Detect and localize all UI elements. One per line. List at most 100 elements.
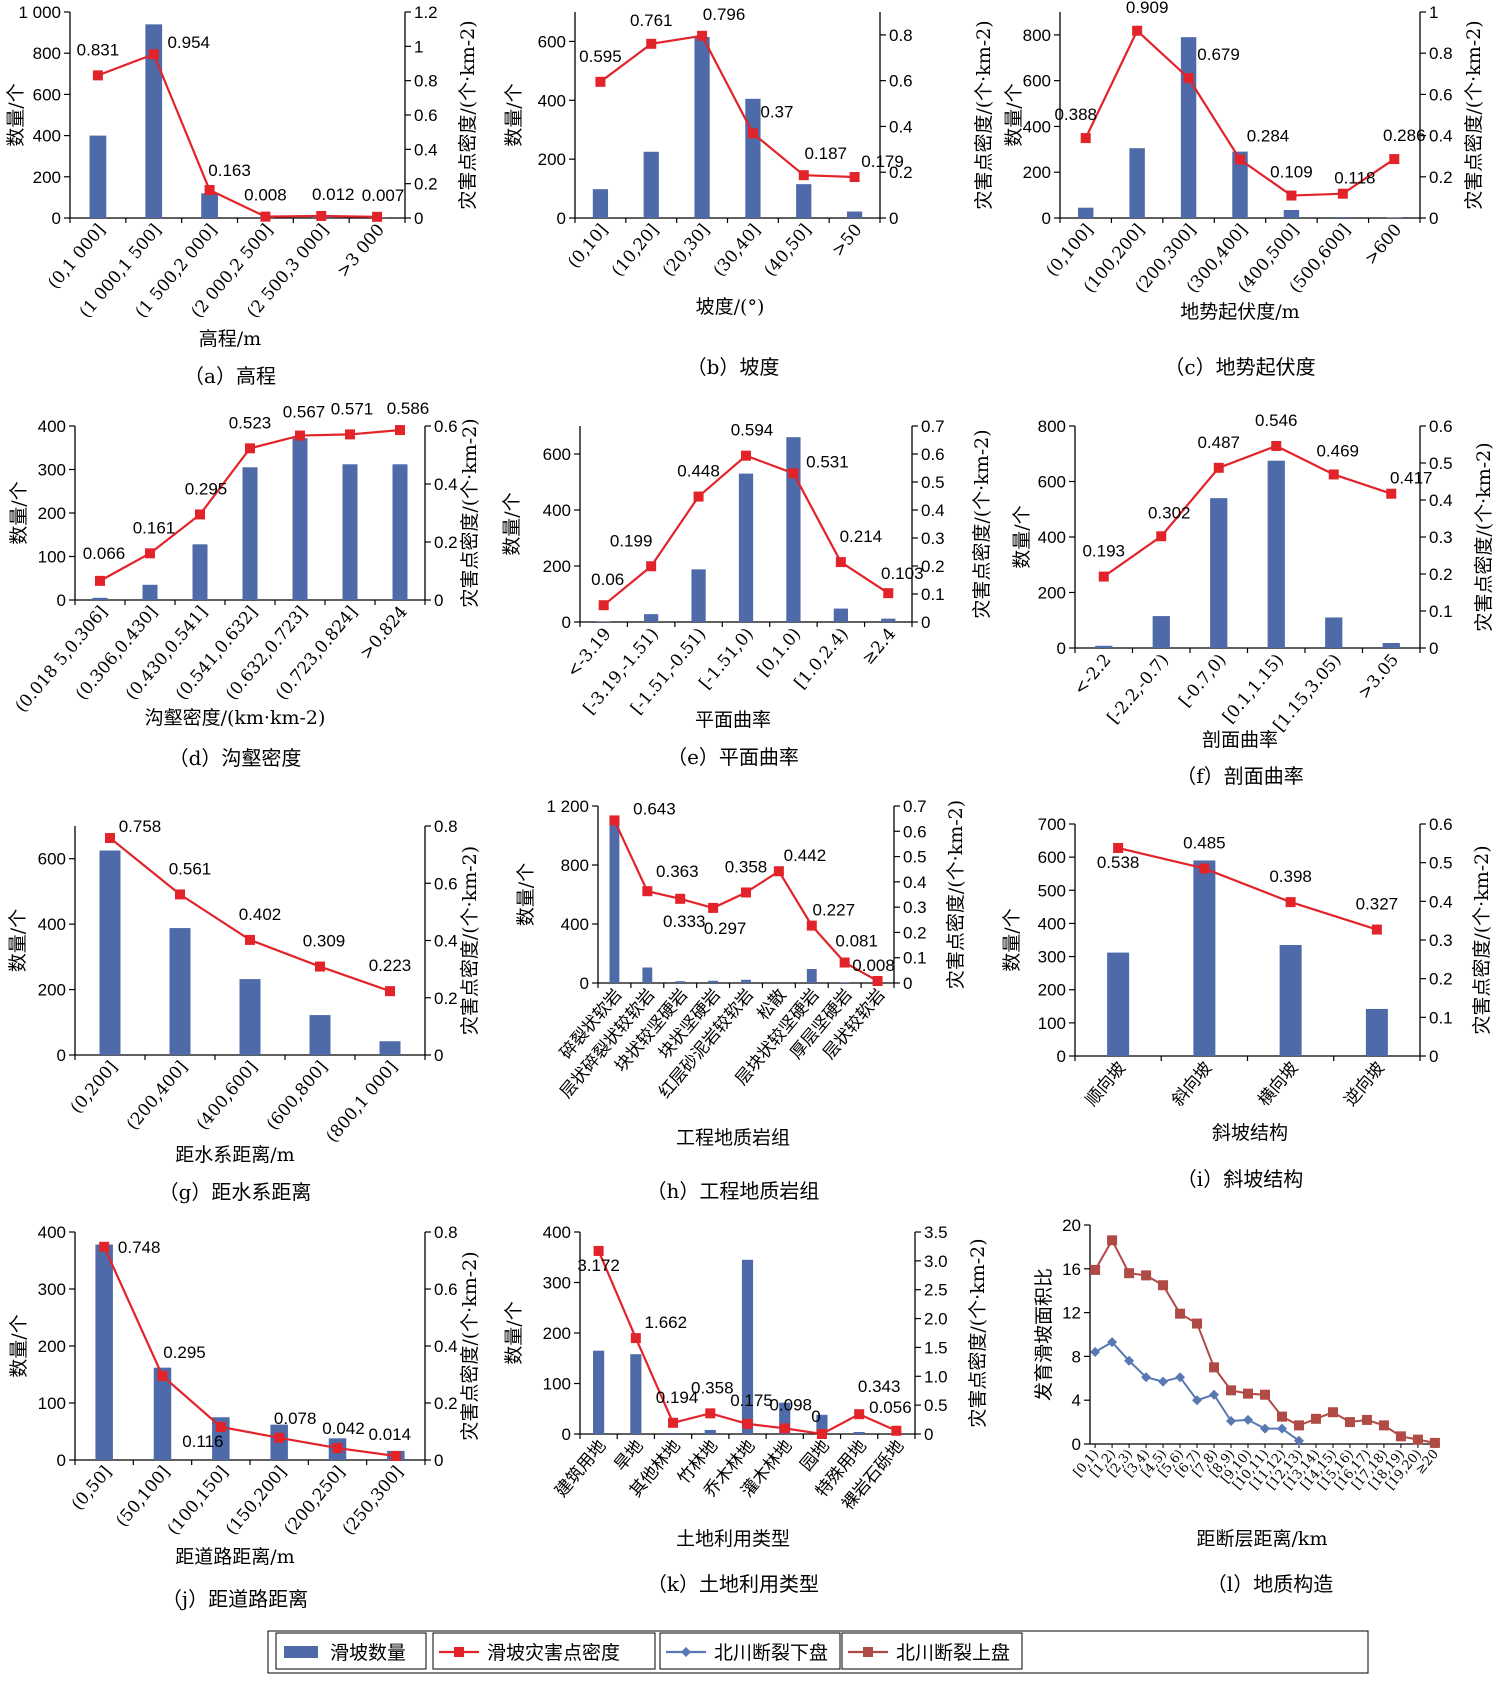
- legend-marker-diamond: [681, 1647, 691, 1657]
- density-data-label: 0.594: [731, 421, 774, 440]
- density-marker: [850, 172, 860, 182]
- density-data-label: 0.078: [274, 1409, 317, 1428]
- y2-tick-label: 0.6: [434, 1280, 458, 1299]
- density-data-label: 1.662: [645, 1313, 688, 1332]
- density-marker: [631, 1333, 641, 1343]
- density-data-label: 0.595: [579, 47, 622, 66]
- bar: [95, 1245, 113, 1460]
- y-tick-label: 600: [1023, 72, 1051, 91]
- density-data-label: 0.586: [387, 399, 430, 418]
- y-tick-label: 8: [1072, 1347, 1081, 1366]
- y-tick-label: 400: [38, 1223, 66, 1242]
- density-data-label: 0.567: [283, 403, 326, 422]
- density-marker: [741, 451, 751, 461]
- bar: [807, 969, 817, 983]
- y2-tick-label: 0.6: [414, 106, 438, 125]
- density-marker: [697, 31, 707, 41]
- x-category-label: 逆向坡: [1341, 1058, 1389, 1110]
- series-marker-square: [1243, 1389, 1253, 1399]
- series-marker-square: [1141, 1270, 1151, 1280]
- density-data-label: 0.118: [1334, 169, 1375, 188]
- y-tick-label: 400: [543, 501, 571, 520]
- y-tick-label: 700: [1038, 815, 1066, 834]
- series-marker-square: [1328, 1407, 1338, 1417]
- bar: [796, 184, 811, 218]
- y-tick-label: 100: [38, 1394, 66, 1413]
- series-marker-square: [1090, 1265, 1100, 1275]
- density-data-label: 0.531: [806, 452, 849, 471]
- density-data-label: 0.546: [1255, 411, 1298, 430]
- bar: [786, 437, 800, 622]
- y-tick-label: 0: [52, 209, 61, 228]
- bar: [380, 1041, 401, 1055]
- density-marker: [145, 548, 155, 558]
- density-marker: [668, 1418, 678, 1428]
- density-data-label: 0.363: [656, 862, 699, 881]
- bar: [741, 980, 751, 983]
- y-tick-label: 400: [538, 91, 566, 110]
- bar: [1078, 208, 1093, 218]
- x-axis-title: 工程地质岩组: [676, 1127, 790, 1149]
- y-tick-label: 0: [1042, 209, 1051, 228]
- density-marker: [1271, 441, 1281, 451]
- y-tick-label: 400: [1023, 117, 1051, 136]
- y-tick-label: 600: [538, 32, 566, 51]
- density-marker: [807, 921, 817, 931]
- x-category-label: 斜向坡: [1168, 1058, 1216, 1110]
- density-marker: [599, 600, 609, 610]
- y2-tick-label: 1.2: [414, 3, 438, 22]
- density-data-label: 0.679: [1197, 45, 1240, 64]
- bar: [243, 467, 258, 600]
- density-data-label: 0.056: [869, 1398, 912, 1417]
- density-marker: [646, 561, 656, 571]
- panel-e: 020040060000.10.20.30.40.50.60.7<-3.19[-…: [501, 417, 993, 769]
- legend-label: 北川断裂上盘: [896, 1642, 1010, 1664]
- x-category-label: >600: [1361, 220, 1406, 269]
- density-line: [1104, 446, 1392, 577]
- bar: [694, 37, 709, 218]
- density-marker: [315, 962, 325, 972]
- density-marker: [333, 1443, 343, 1453]
- density-marker: [245, 935, 255, 945]
- series-marker-square: [1158, 1280, 1168, 1290]
- y2-tick-label: 0.4: [434, 1337, 458, 1356]
- y2-tick-label: 0.6: [1429, 417, 1453, 436]
- y-axis-title: 数量/个: [8, 1314, 30, 1377]
- bar: [739, 474, 753, 622]
- density-data-label: 0.358: [725, 857, 768, 876]
- bar: [293, 438, 308, 600]
- density-data-label: 0.163: [208, 161, 251, 180]
- x-category-label: (0,10]: [564, 220, 612, 272]
- density-marker: [1214, 463, 1224, 473]
- density-data-label: 0.098: [769, 1395, 812, 1414]
- density-marker: [1372, 925, 1382, 935]
- density-data-label: 0.388: [1054, 105, 1097, 124]
- y-tick-label: 200: [543, 1324, 571, 1343]
- series-marker-square: [1260, 1390, 1270, 1400]
- density-data-label: 0.223: [369, 956, 412, 975]
- x-category-label: (250,300]: [339, 1462, 408, 1539]
- y2-tick-label: 0.4: [1429, 127, 1453, 146]
- y2-tick-label: 0.1: [1429, 602, 1453, 621]
- bar: [143, 585, 158, 600]
- panel-caption: （e）平面曲率: [667, 745, 799, 769]
- y-tick-label: 400: [1038, 914, 1066, 933]
- series-marker-square: [1209, 1362, 1219, 1372]
- y2-tick-label: 0.8: [889, 26, 913, 45]
- density-data-label: 0.333: [663, 912, 706, 931]
- density-data-label: 0.007: [362, 186, 405, 205]
- density-marker: [788, 468, 798, 478]
- density-data-label: 0.538: [1097, 853, 1140, 872]
- panel-f: 020040060080000.10.20.30.40.50.6<-2.2[-2…: [1011, 411, 1495, 788]
- density-data-label: 0.227: [813, 901, 856, 920]
- y-tick-label: 500: [1038, 881, 1066, 900]
- panel-caption: （g）距水系距离: [159, 1180, 312, 1204]
- density-marker: [1386, 489, 1396, 499]
- bar: [1153, 616, 1170, 648]
- y2-tick-label: 1: [1429, 3, 1438, 22]
- panel-caption: （j）距道路距离: [162, 1587, 308, 1611]
- y2-axis-title: 灾害点密度/(个·km-2): [971, 429, 993, 618]
- density-data-label: 0.012: [312, 185, 355, 204]
